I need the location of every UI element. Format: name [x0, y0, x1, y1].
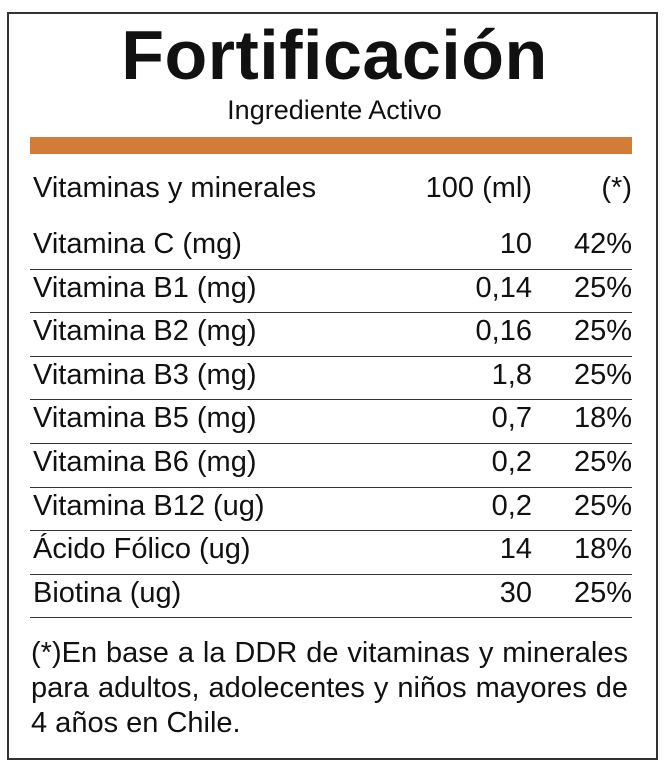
nutrient-percent: 18% — [573, 402, 632, 435]
nutrient-amount: 10 — [499, 228, 532, 260]
nutrient-name: Vitamina C (mg) — [33, 228, 242, 260]
nutrient-percent: 25% — [573, 446, 632, 478]
nutrient-name: Biotina (ug) — [33, 576, 182, 609]
nutrient-name: Vitamina B2 (mg) — [33, 315, 257, 348]
table-row: Biotina (ug) 30 25% — [30, 575, 632, 619]
nutrient-name: Vitamina B5 (mg) — [33, 402, 257, 435]
nutrient-percent: 25% — [573, 271, 632, 304]
header-percent: (*) — [601, 172, 632, 204]
header-amount: 100 (ml) — [425, 172, 532, 204]
subtitle: Ingrediente Activo — [227, 95, 442, 125]
table-row: Vitamina B12 (ug) 0,2 25% — [30, 488, 632, 532]
nutrient-percent: 25% — [573, 576, 632, 609]
nutrient-percent: 25% — [573, 358, 632, 391]
table-row: Vitamina B1 (mg) 0,14 25% — [30, 270, 632, 314]
nutrient-amount: 0,7 — [491, 402, 532, 435]
nutrient-name: Vitamina B6 (mg) — [33, 446, 257, 478]
table-row: Vitamina B5 (mg) 0,7 18% — [30, 400, 632, 444]
nutrient-name: Vitamina B3 (mg) — [33, 358, 257, 391]
nutrient-amount: 1,8 — [491, 358, 532, 391]
nutrient-amount: 14 — [499, 533, 532, 566]
page-title: Fortificación — [121, 16, 548, 94]
header-name: Vitaminas y minerales — [33, 172, 317, 204]
table-row: Vitamina B2 (mg) 0,16 25% — [30, 313, 632, 357]
accent-bar — [30, 137, 632, 154]
nutrient-amount: 0,16 — [475, 315, 532, 348]
table-row: Vitamina C (mg) 10 42% — [30, 226, 632, 270]
nutrient-amount: 30 — [499, 576, 532, 609]
nutrient-name: Vitamina B12 (ug) — [33, 489, 265, 522]
nutrient-percent: 25% — [573, 315, 632, 348]
nutrient-amount: 0,2 — [491, 446, 532, 478]
table-row: Vitamina B3 (mg) 1,8 25% — [30, 357, 632, 401]
nutrient-percent: 25% — [573, 489, 632, 522]
nutrient-amount: 0,2 — [491, 489, 532, 522]
table-header: Vitaminas y minerales 100 (ml) (*) — [30, 170, 632, 214]
footnote: (*)En base a la DDR de vitaminas y miner… — [31, 637, 628, 739]
nutrient-name: Ácido Fólico (ug) — [33, 533, 251, 566]
nutrient-name: Vitamina B1 (mg) — [33, 271, 257, 304]
label-frame — [7, 12, 658, 760]
nutrient-percent: 18% — [573, 533, 632, 566]
nutrient-percent: 42% — [573, 228, 632, 260]
table-row: Ácido Fólico (ug) 14 18% — [30, 531, 632, 575]
table-row: Vitamina B6 (mg) 0,2 25% — [30, 444, 632, 488]
nutrient-amount: 0,14 — [475, 271, 532, 304]
